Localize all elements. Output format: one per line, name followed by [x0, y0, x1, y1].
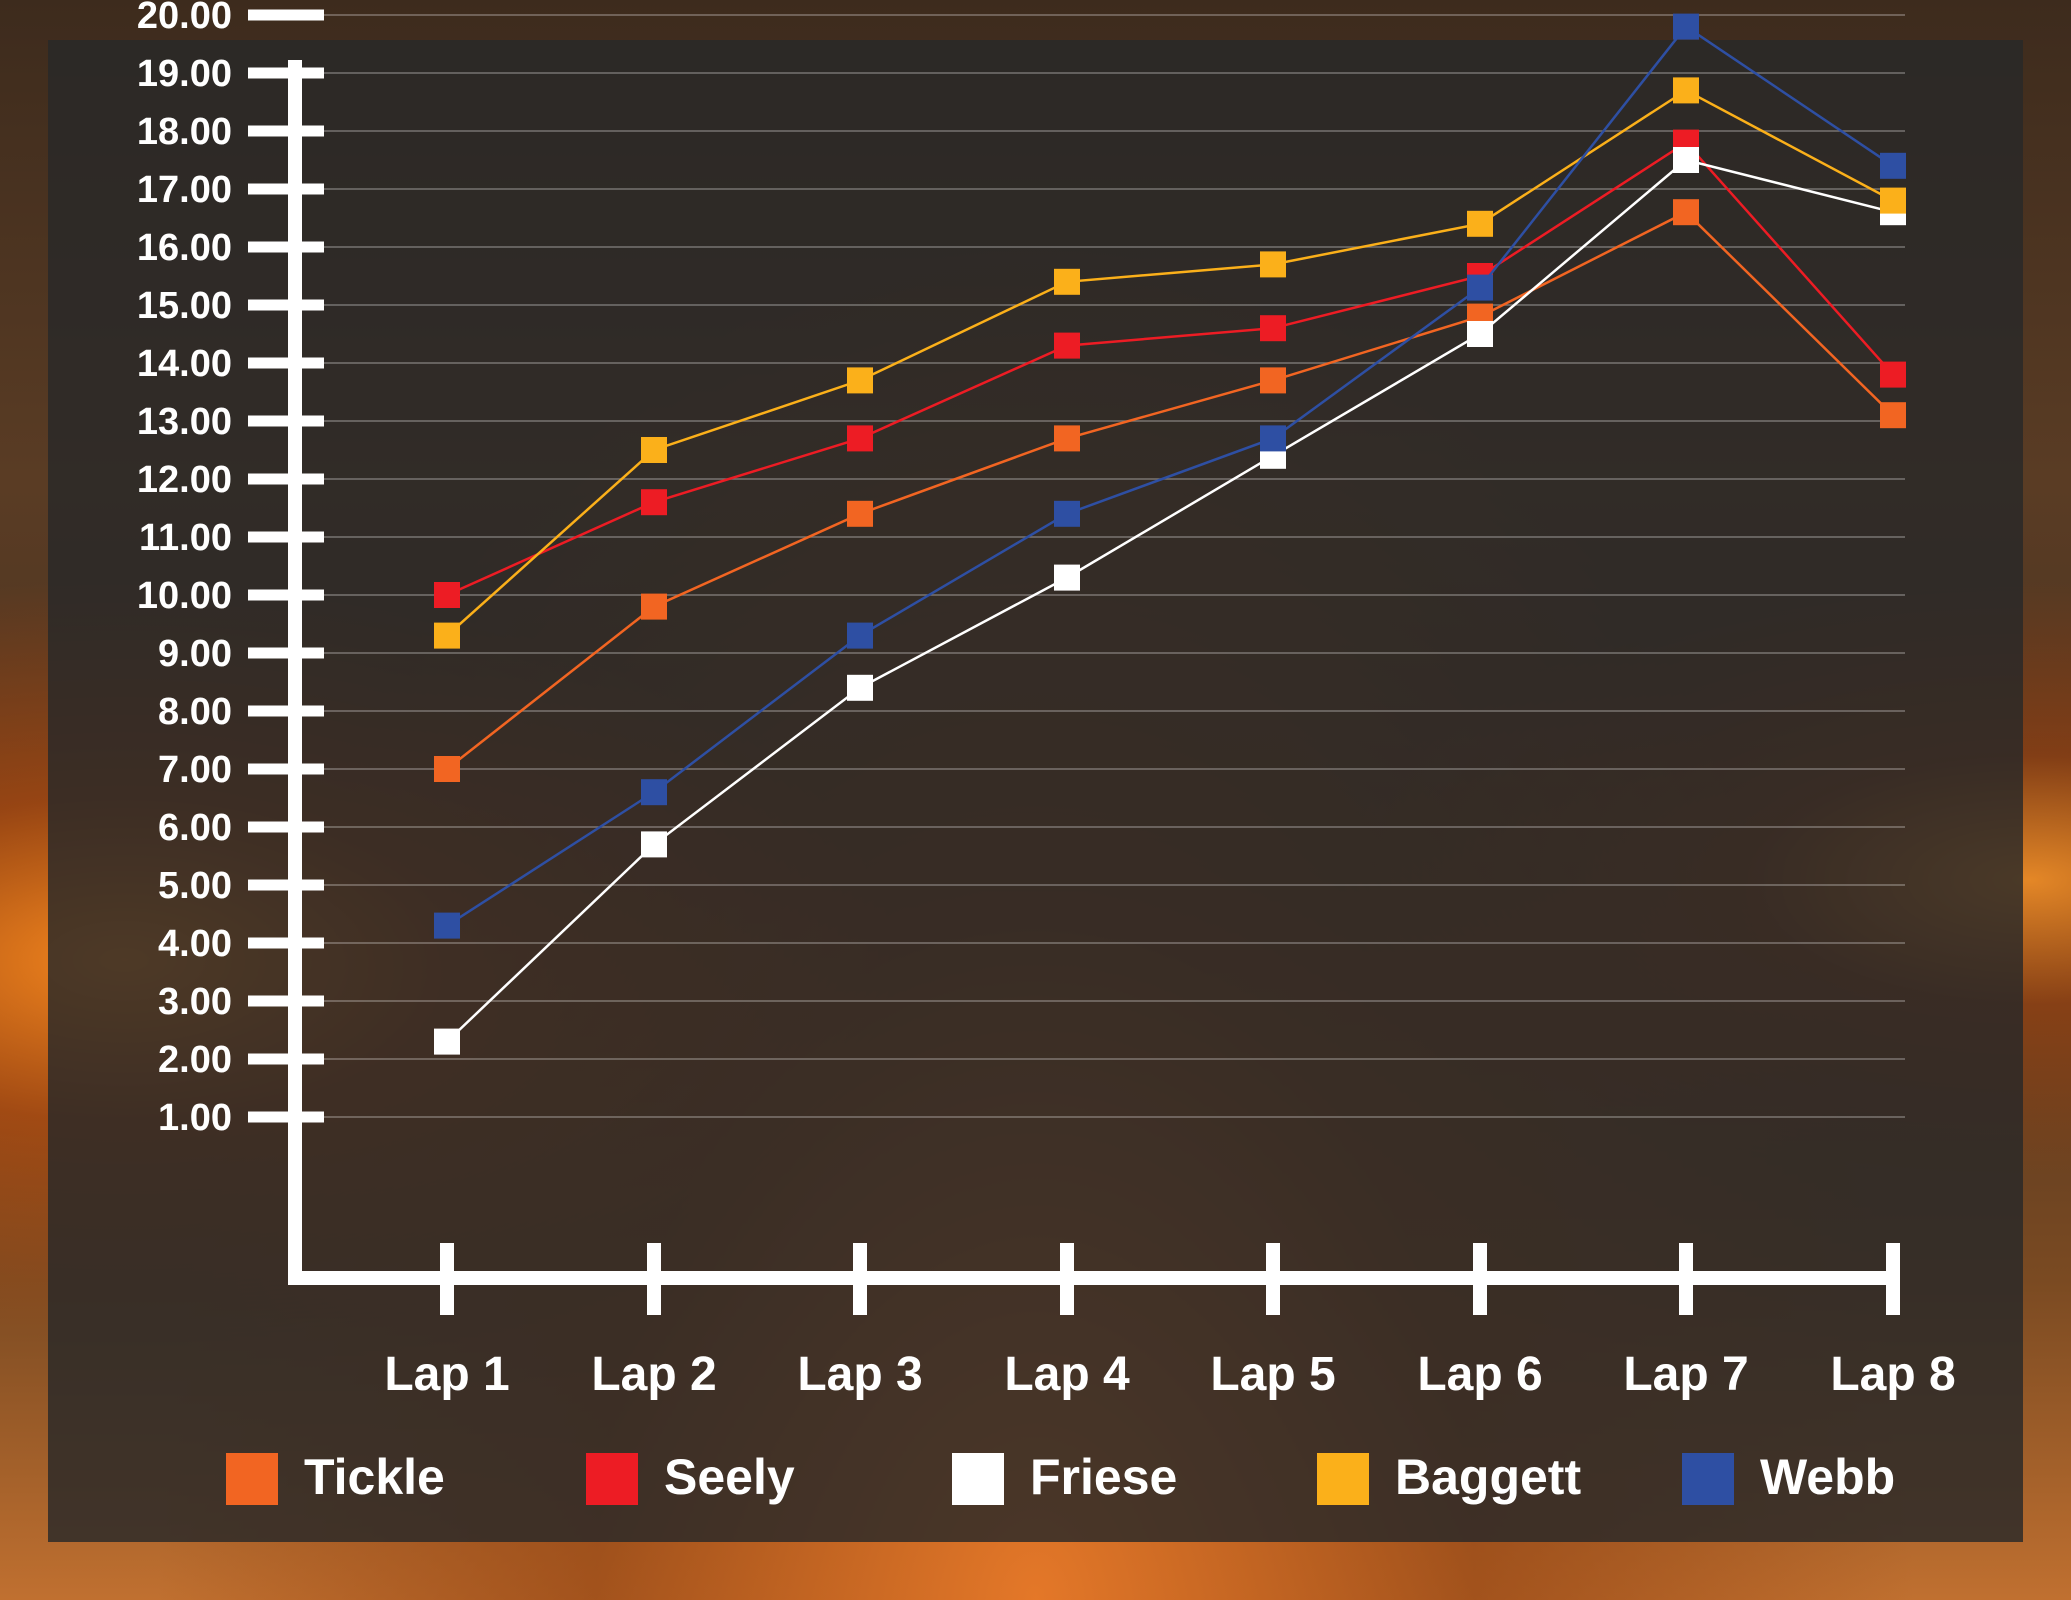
- legend-item-tickle: Tickle: [226, 1449, 445, 1505]
- y-tick-label: 20.00: [137, 0, 232, 37]
- y-tick-label: 11.00: [139, 517, 232, 559]
- y-tick-label: 4.00: [158, 923, 232, 965]
- y-tick-label: 8.00: [158, 691, 232, 733]
- legend-label: Seely: [664, 1449, 795, 1505]
- data-point: [847, 674, 873, 701]
- data-point: [1673, 147, 1699, 173]
- y-tick-label: 16.00: [137, 227, 232, 269]
- data-point: [434, 912, 460, 939]
- series-tickle: [434, 199, 1906, 782]
- data-point: [847, 622, 873, 649]
- legend-label: Baggett: [1395, 1449, 1581, 1505]
- data-point: [1467, 274, 1493, 301]
- data-point: [1467, 321, 1493, 347]
- y-tick-label: 3.00: [158, 981, 232, 1023]
- series-webb: [434, 13, 1906, 939]
- data-point: [1673, 77, 1699, 104]
- y-tick-label: 15.00: [137, 285, 232, 327]
- data-point: [641, 437, 667, 463]
- data-point: [641, 779, 667, 806]
- data-point: [1880, 152, 1906, 179]
- y-tick-label: 5.00: [158, 865, 232, 907]
- x-category-label: Lap 7: [1623, 1348, 1748, 1401]
- y-tick-label: 6.00: [158, 807, 232, 849]
- series-line: [446, 140, 1894, 597]
- data-point: [1054, 268, 1080, 295]
- data-point: [1260, 315, 1286, 342]
- series-seely: [434, 129, 1906, 608]
- data-point: [434, 756, 460, 782]
- data-point: [641, 593, 667, 620]
- y-tick-label: 10.00: [137, 575, 232, 617]
- x-category-label: Lap 2: [591, 1348, 716, 1401]
- x-category-label: Lap 5: [1210, 1348, 1335, 1401]
- data-point: [434, 1028, 460, 1055]
- y-tick-label: 12.00: [137, 459, 232, 501]
- y-tick-label: 18.00: [137, 111, 232, 153]
- y-tick-label: 14.00: [137, 343, 232, 385]
- legend-label: Webb: [1760, 1449, 1895, 1505]
- data-point: [1880, 402, 1906, 429]
- data-point: [641, 489, 667, 516]
- y-tick-label: 9.00: [158, 633, 232, 675]
- legend: Tickle Seely Friese Baggett Webb: [226, 1449, 1895, 1505]
- legend-item-friese: Friese: [952, 1449, 1177, 1505]
- series-line: [446, 88, 1894, 637]
- x-category-label: Lap 3: [797, 1348, 922, 1401]
- legend-swatch: [952, 1453, 1004, 1505]
- series-group: [434, 13, 1906, 1055]
- series-baggett: [434, 77, 1906, 649]
- series-friese: [434, 147, 1906, 1055]
- data-point: [1260, 367, 1286, 394]
- data-point: [847, 500, 873, 527]
- data-point: [434, 622, 460, 649]
- data-point: [1880, 187, 1906, 214]
- y-tick-label: 17.00: [137, 169, 232, 211]
- x-category-label: Lap 4: [1004, 1348, 1130, 1401]
- legend-swatch: [586, 1453, 638, 1505]
- legend-swatch: [1317, 1453, 1369, 1505]
- data-point: [1467, 210, 1493, 237]
- series-line: [446, 158, 1894, 1043]
- y-axis-ticks: 1.00 2.00 3.00 4.00 5.00 6.00 7.00 8.00 9.00 10.0…: [137, 0, 324, 1139]
- legend-label: Tickle: [304, 1449, 445, 1505]
- data-point: [1673, 199, 1699, 226]
- data-point: [847, 425, 873, 452]
- legend-item-seely: Seely: [586, 1449, 795, 1505]
- x-category-label: Lap 8: [1830, 1348, 1955, 1401]
- axes: Lap 1 Lap 2 Lap 3 Lap 4 Lap 5 Lap 6 Lap 7 Lap 8: [288, 60, 1956, 1401]
- data-point: [847, 367, 873, 394]
- data-point: [1054, 564, 1080, 591]
- grid-lines: [295, 14, 1905, 1118]
- y-tick-label: 1.00: [158, 1097, 232, 1139]
- data-point: [1260, 425, 1286, 452]
- series-line: [446, 210, 1894, 770]
- chart-panel: [48, 40, 2023, 1542]
- data-point: [1260, 251, 1286, 278]
- x-category-label: Lap 6: [1417, 1348, 1542, 1401]
- data-point: [641, 831, 667, 858]
- y-tick-label: 19.00: [137, 53, 232, 95]
- data-point: [434, 582, 460, 608]
- y-tick-label: 7.00: [158, 749, 232, 791]
- legend-item-webb: Webb: [1682, 1449, 1895, 1505]
- x-category-label: Lap 1: [384, 1348, 509, 1401]
- y-tick-label: 2.00: [158, 1039, 232, 1081]
- legend-label: Friese: [1030, 1449, 1177, 1505]
- legend-swatch: [1682, 1453, 1734, 1505]
- legend-swatch: [226, 1453, 278, 1505]
- legend-item-baggett: Baggett: [1317, 1449, 1581, 1505]
- y-tick-label: 13.00: [137, 401, 232, 443]
- data-point: [1673, 13, 1699, 40]
- data-point: [1054, 425, 1080, 452]
- data-point: [1880, 361, 1906, 388]
- series-line: [446, 24, 1894, 927]
- data-point: [1054, 500, 1080, 527]
- data-point: [1054, 332, 1080, 359]
